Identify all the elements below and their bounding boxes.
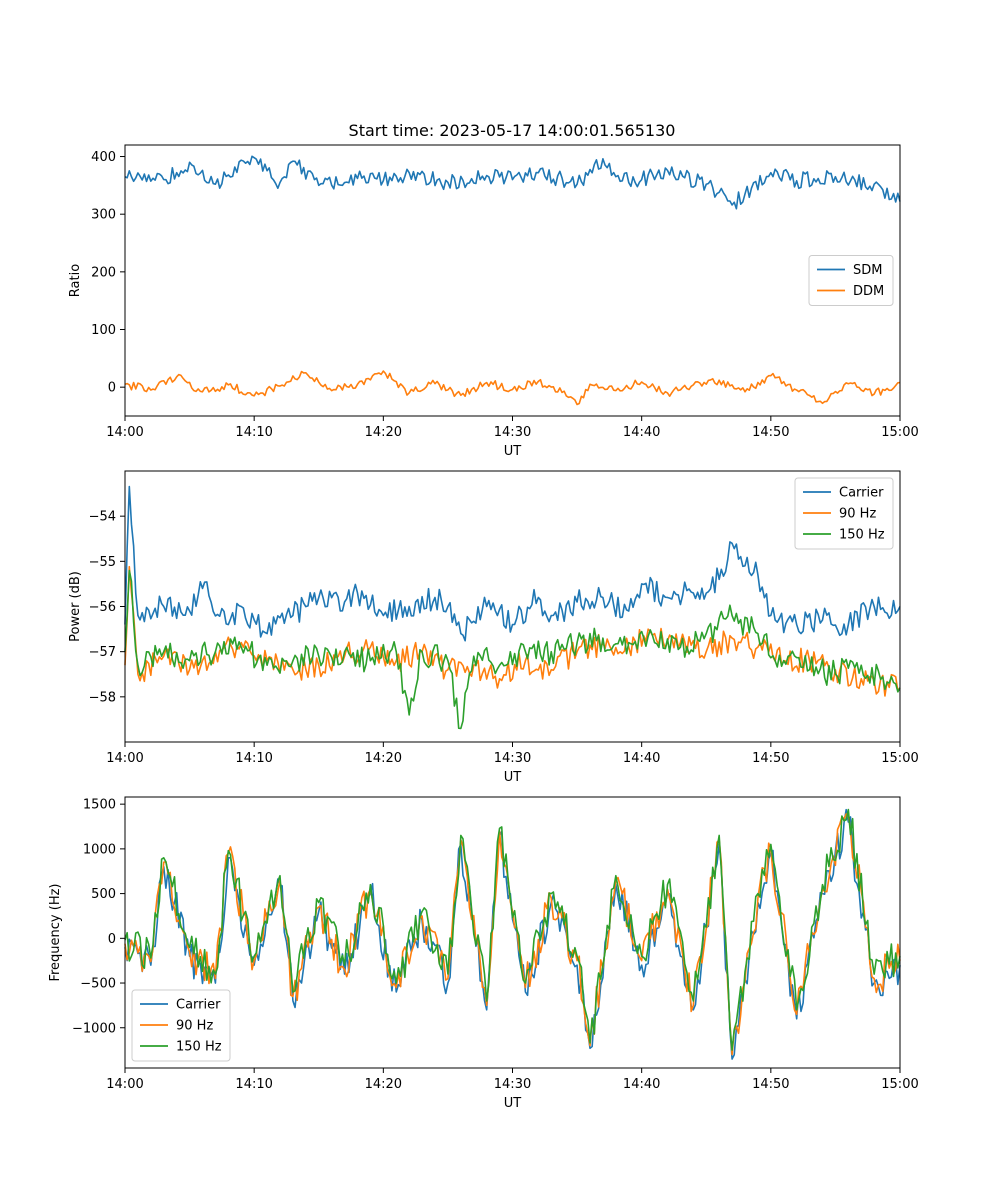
power-series-150-hz-line xyxy=(124,569,901,730)
ratio-y-axis-label: Ratio xyxy=(68,264,83,297)
ratio-x-tick-label: 15:00 xyxy=(881,425,918,440)
ratio-y-tick-label: 300 xyxy=(91,208,116,223)
power-y-tick-label: −55 xyxy=(89,555,116,570)
power-series-carrier-line xyxy=(124,485,901,642)
frequency-y-tick-label: 1000 xyxy=(83,842,116,857)
ratio-legend-label-sdm: SDM xyxy=(853,263,882,278)
frequency-x-tick-label: 15:00 xyxy=(881,1077,918,1092)
ratio-legend-label-ddm: DDM xyxy=(853,284,884,299)
ratio-y-tick-label: 0 xyxy=(108,381,116,396)
frequency-legend-label-carrier: Carrier xyxy=(176,998,221,1013)
ratio-x-tick-label: 14:50 xyxy=(752,425,789,440)
frequency-panel: 14:00 14:10 14:20 14:30 14:40 14:50 15:00 1500 1… xyxy=(48,796,919,1111)
ratio-x-tick-label: 14:30 xyxy=(494,425,531,440)
ratio-series-sdm-line xyxy=(124,155,901,210)
ratio-x-tick-label: 14:00 xyxy=(106,425,143,440)
chart-title: Start time: 2023-05-17 14:00:01.565130 xyxy=(349,121,676,140)
ratio-y-tick-label: 200 xyxy=(91,265,116,280)
ratio-x-tick-label: 14:20 xyxy=(365,425,402,440)
power-panel: 14:00 14:10 14:20 14:30 14:40 14:50 15:00 −54 −5… xyxy=(68,470,919,785)
frequency-x-tick-label: 14:40 xyxy=(623,1077,660,1092)
power-legend-label-150-hz: 150 Hz xyxy=(839,528,885,543)
frequency-y-tick-label: 1500 xyxy=(83,798,116,813)
frequency-legend-label-90-hz: 90 Hz xyxy=(176,1019,213,1034)
power-x-tick-label: 15:00 xyxy=(881,751,918,766)
frequency-x-tick-label: 14:50 xyxy=(752,1077,789,1092)
power-legend-label-carrier: Carrier xyxy=(839,486,884,501)
power-x-tick-label: 14:00 xyxy=(106,751,143,766)
ratio-y-tick-label: 100 xyxy=(91,323,116,338)
power-y-axis-label: Power (dB) xyxy=(68,571,83,642)
power-x-axis-label: UT xyxy=(504,770,522,785)
frequency-x-tick-label: 14:00 xyxy=(106,1077,143,1092)
power-y-tick-label: −56 xyxy=(89,600,116,615)
power-x-tick-label: 14:20 xyxy=(365,751,402,766)
power-series-90-hz-line xyxy=(124,565,901,697)
ratio-x-tick-label: 14:40 xyxy=(623,425,660,440)
ratio-y-tick-label: 400 xyxy=(91,150,116,165)
power-legend-box xyxy=(794,477,894,550)
ratio-legend-box xyxy=(808,255,894,306)
frequency-y-tick-label: 500 xyxy=(91,887,116,902)
power-x-tick-label: 14:50 xyxy=(752,751,789,766)
frequency-y-tick-label: −500 xyxy=(80,977,116,992)
ratio-series-ddm-line xyxy=(124,370,901,406)
power-legend-label-90-hz: 90 Hz xyxy=(839,507,876,522)
power-y-tick-label: −58 xyxy=(89,690,116,705)
power-y-tick-label: −54 xyxy=(89,510,116,525)
ratio-x-axis-label: UT xyxy=(504,444,522,459)
power-y-tick-label: −57 xyxy=(89,645,116,660)
ratio-panel: 14:00 14:10 14:20 14:30 14:40 14:50 15:00 0 100 2… xyxy=(68,144,919,459)
power-x-tick-label: 14:30 xyxy=(494,751,531,766)
frequency-y-axis-label: Frequency (Hz) xyxy=(48,883,63,981)
frequency-x-tick-label: 14:30 xyxy=(494,1077,531,1092)
frequency-legend: Carrier 90 Hz 150 Hz xyxy=(131,989,231,1062)
frequency-legend-label-150-hz: 150 Hz xyxy=(176,1040,222,1055)
frequency-series-150-hz-line xyxy=(124,808,901,1051)
ratio-x-tick-label: 14:10 xyxy=(235,425,272,440)
frequency-x-tick-label: 14:10 xyxy=(235,1077,272,1092)
power-x-tick-label: 14:10 xyxy=(235,751,272,766)
frequency-legend-box xyxy=(131,989,231,1062)
frequency-x-tick-label: 14:20 xyxy=(365,1077,402,1092)
power-legend: Carrier 90 Hz 150 Hz xyxy=(794,477,894,550)
power-x-tick-label: 14:40 xyxy=(623,751,660,766)
ratio-legend: SDM DDM xyxy=(808,255,894,306)
frequency-y-tick-label: −1000 xyxy=(72,1021,116,1036)
frequency-y-tick-label: 0 xyxy=(108,932,116,947)
frequency-x-axis-label: UT xyxy=(504,1096,522,1111)
